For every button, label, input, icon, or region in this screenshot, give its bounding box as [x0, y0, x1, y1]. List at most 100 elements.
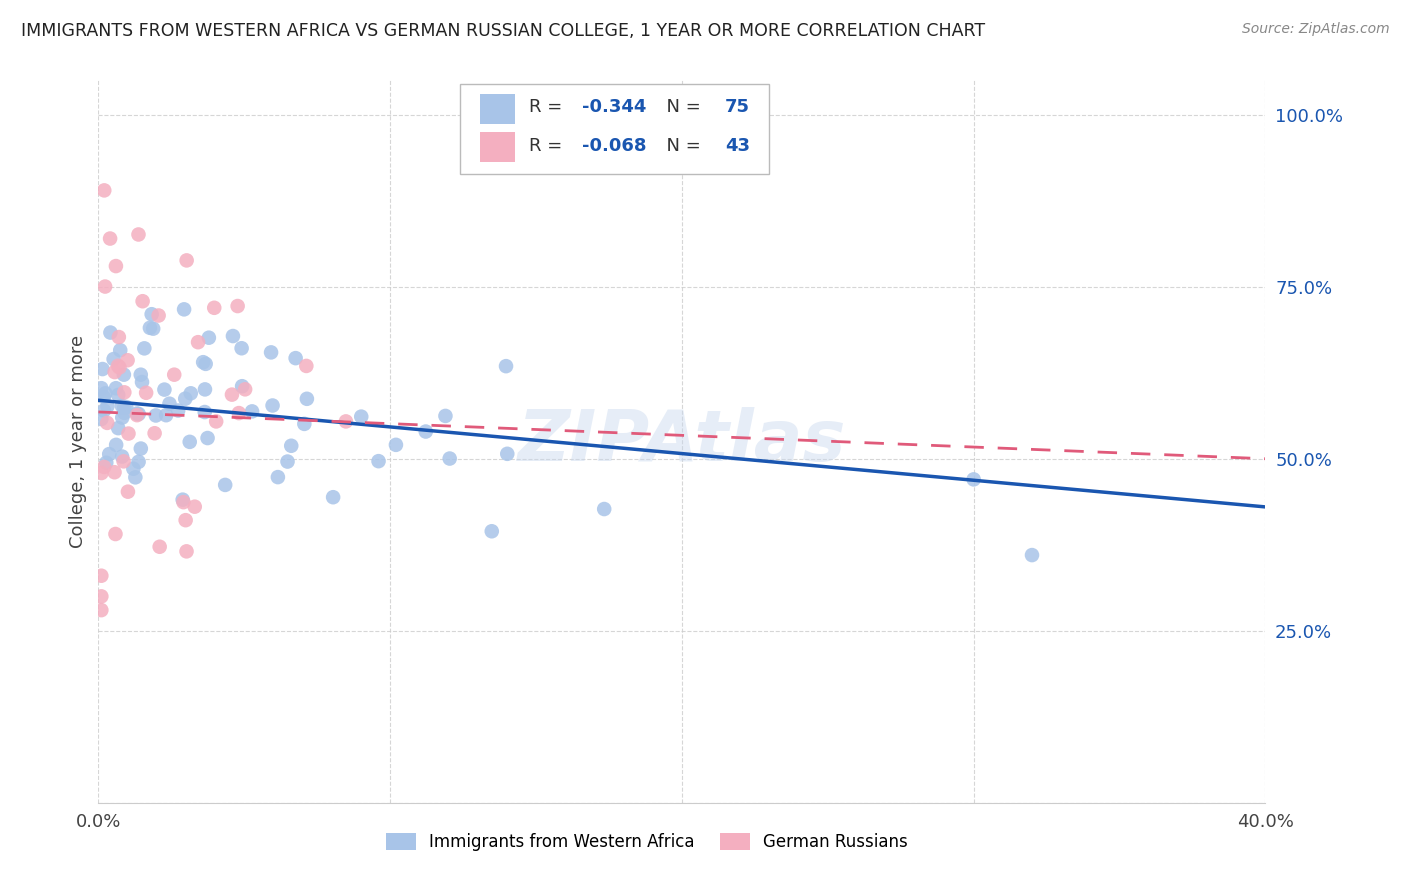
- Point: [198, 331, 221, 345]
- Point: [131, 375, 153, 389]
- Point: [94, 279, 117, 293]
- Point: [111, 410, 134, 425]
- Point: [155, 408, 177, 422]
- Point: [107, 388, 129, 402]
- Point: [104, 259, 127, 273]
- Point: [103, 352, 125, 367]
- Text: N =: N =: [655, 136, 707, 154]
- Point: [90, 412, 112, 426]
- Text: -0.344: -0.344: [582, 97, 645, 116]
- Point: [260, 345, 283, 359]
- Point: [174, 513, 197, 527]
- Point: [280, 439, 302, 453]
- Point: [94, 386, 117, 401]
- Point: [295, 392, 318, 406]
- Point: [481, 524, 503, 539]
- Bar: [479, 94, 515, 124]
- Point: [107, 359, 129, 373]
- Point: [110, 343, 132, 358]
- Point: [90, 603, 112, 617]
- Point: [240, 404, 263, 418]
- Point: [117, 353, 139, 368]
- Text: R =: R =: [529, 97, 568, 116]
- Point: [439, 451, 461, 466]
- Point: [184, 500, 207, 514]
- Point: [143, 426, 166, 441]
- Point: [104, 527, 127, 541]
- Point: [214, 478, 236, 492]
- Point: [194, 383, 217, 397]
- Point: [127, 227, 149, 242]
- Point: [93, 403, 115, 417]
- Point: [125, 407, 148, 421]
- Point: [112, 385, 135, 400]
- Point: [98, 231, 121, 245]
- FancyBboxPatch shape: [460, 84, 769, 174]
- Point: [115, 400, 138, 414]
- Point: [163, 368, 186, 382]
- Point: [90, 590, 112, 604]
- Point: [112, 368, 135, 382]
- Point: [122, 462, 145, 476]
- Point: [434, 409, 457, 423]
- Point: [172, 495, 194, 509]
- Point: [267, 470, 290, 484]
- Point: [153, 383, 176, 397]
- Point: [415, 425, 437, 439]
- Point: [108, 330, 131, 344]
- Point: [1021, 548, 1043, 562]
- Point: [111, 399, 134, 413]
- Point: [142, 321, 165, 335]
- Point: [172, 492, 194, 507]
- Point: [194, 405, 217, 419]
- Point: [91, 362, 114, 376]
- Point: [117, 484, 139, 499]
- Text: 43: 43: [725, 136, 749, 154]
- Point: [228, 406, 250, 420]
- Point: [100, 326, 122, 340]
- Point: [292, 417, 315, 431]
- Text: 75: 75: [725, 97, 749, 116]
- Point: [112, 401, 135, 415]
- Point: [129, 368, 152, 382]
- Point: [117, 426, 139, 441]
- Point: [322, 490, 344, 504]
- Point: [96, 456, 118, 470]
- Point: [125, 408, 148, 422]
- Point: [496, 447, 519, 461]
- Point: [262, 399, 284, 413]
- Point: [105, 438, 128, 452]
- Point: [129, 442, 152, 456]
- Point: [202, 301, 225, 315]
- Text: R =: R =: [529, 136, 568, 154]
- Point: [176, 253, 198, 268]
- Point: [149, 540, 172, 554]
- Point: [108, 360, 131, 375]
- Point: [277, 454, 299, 468]
- Point: [495, 359, 517, 373]
- Point: [135, 385, 157, 400]
- Point: [159, 397, 181, 411]
- Text: Source: ZipAtlas.com: Source: ZipAtlas.com: [1241, 22, 1389, 37]
- Point: [124, 470, 146, 484]
- Point: [107, 421, 129, 435]
- Point: [141, 307, 163, 321]
- Point: [221, 387, 243, 401]
- Point: [103, 465, 125, 479]
- Point: [93, 460, 115, 475]
- Point: [350, 409, 373, 424]
- Y-axis label: College, 1 year or more: College, 1 year or more: [69, 335, 87, 548]
- Text: -0.068: -0.068: [582, 136, 645, 154]
- Point: [385, 438, 408, 452]
- Point: [96, 416, 118, 430]
- Point: [284, 351, 307, 365]
- Point: [128, 407, 150, 421]
- Point: [104, 381, 127, 395]
- Text: ZIPAtlas: ZIPAtlas: [517, 407, 846, 476]
- Point: [145, 409, 167, 423]
- Point: [176, 544, 198, 558]
- Legend: Immigrants from Western Africa, German Russians: Immigrants from Western Africa, German R…: [378, 825, 917, 860]
- Point: [112, 454, 135, 468]
- Point: [90, 466, 112, 480]
- Point: [139, 321, 162, 335]
